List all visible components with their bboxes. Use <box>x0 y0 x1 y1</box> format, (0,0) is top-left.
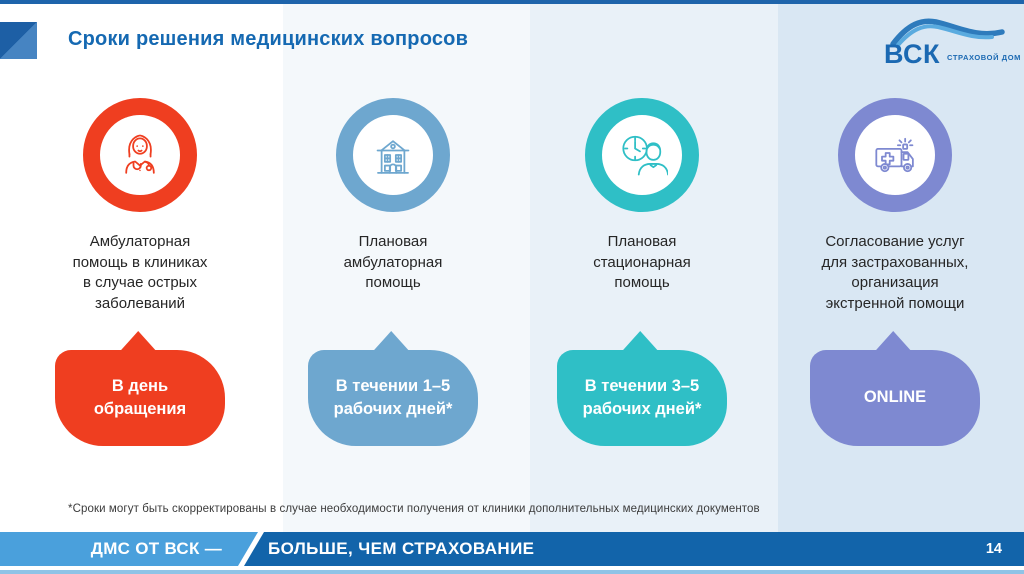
vsk-logo: ВСК СТРАХОВОЙ ДОМ <box>884 16 1022 68</box>
column-caption: Плановая амбулаторная помощь <box>343 233 443 292</box>
timing-callout: В день обращения <box>55 331 225 446</box>
callout-pointer <box>373 331 410 351</box>
column-online-approval: Согласование услуг для застрахованных, о… <box>785 98 1005 458</box>
page-title: Сроки решения медицинских вопросов <box>68 28 469 50</box>
column-caption: Плановая стационарная помощь <box>593 233 691 292</box>
top-accent-line <box>0 0 1024 4</box>
footnote: *Сроки могут быть скорректированы в случ… <box>68 503 760 515</box>
timing-text: ONLINE <box>863 388 927 407</box>
callout-pointer <box>622 331 659 351</box>
logo-swoosh-icon <box>890 18 1005 47</box>
footer-left-label: ДМС ОТ ВСК — <box>0 532 258 566</box>
callout-pointer <box>875 331 912 351</box>
logo-name: ВСК <box>884 39 940 69</box>
bottom-blue-strip <box>0 570 1024 574</box>
timing-callout: В течении 1–5 рабочих дней* <box>308 331 478 446</box>
footer-bar: ДМС ОТ ВСК — БОЛЬШЕ, ЧЕМ СТРАХОВАНИЕ 14 <box>0 532 1024 566</box>
timing-callout: В течении 3–5 рабочих дней* <box>557 331 727 446</box>
page-number: 14 <box>985 541 1002 557</box>
timing-callout: ONLINE <box>810 331 980 446</box>
doctor-icon <box>83 98 197 212</box>
clinic-building-icon <box>336 98 450 212</box>
column-planned-ambulatory: Плановая амбулаторная помощь В течении 1… <box>283 98 503 458</box>
timing-text: В течении 3–5 рабочих дней* <box>582 376 702 418</box>
column-planned-inpatient: Плановая стационарная помощь В течении 3… <box>532 98 752 458</box>
callout-pointer <box>120 331 157 351</box>
column-ambulatory-acute: Амбулаторная помощь в клиниках в случае … <box>30 98 250 458</box>
footer-slogan: БОЛЬШЕ, ЧЕМ СТРАХОВАНИЕ <box>268 539 535 558</box>
corner-accent-square <box>0 22 37 59</box>
clock-person-icon <box>585 98 699 212</box>
logo-tagline: СТРАХОВОЙ ДОМ <box>947 53 1021 62</box>
timing-text: В день обращения <box>93 376 187 418</box>
column-caption: Согласование услуг для застрахованных, о… <box>821 233 969 313</box>
ambulance-icon <box>838 98 952 212</box>
timing-text: В течении 1–5 рабочих дней* <box>333 376 453 418</box>
column-caption: Амбулаторная помощь в клиниках в случае … <box>72 233 208 313</box>
bottom-white-strip <box>0 566 1024 570</box>
